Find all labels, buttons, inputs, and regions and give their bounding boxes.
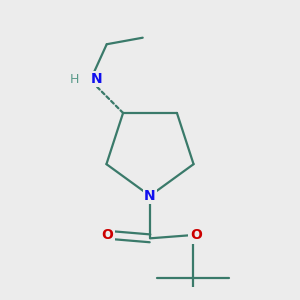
Text: O: O <box>190 228 202 242</box>
Text: N: N <box>144 189 156 203</box>
Text: H: H <box>70 73 79 86</box>
Text: N: N <box>90 72 102 86</box>
Text: O: O <box>101 228 113 242</box>
